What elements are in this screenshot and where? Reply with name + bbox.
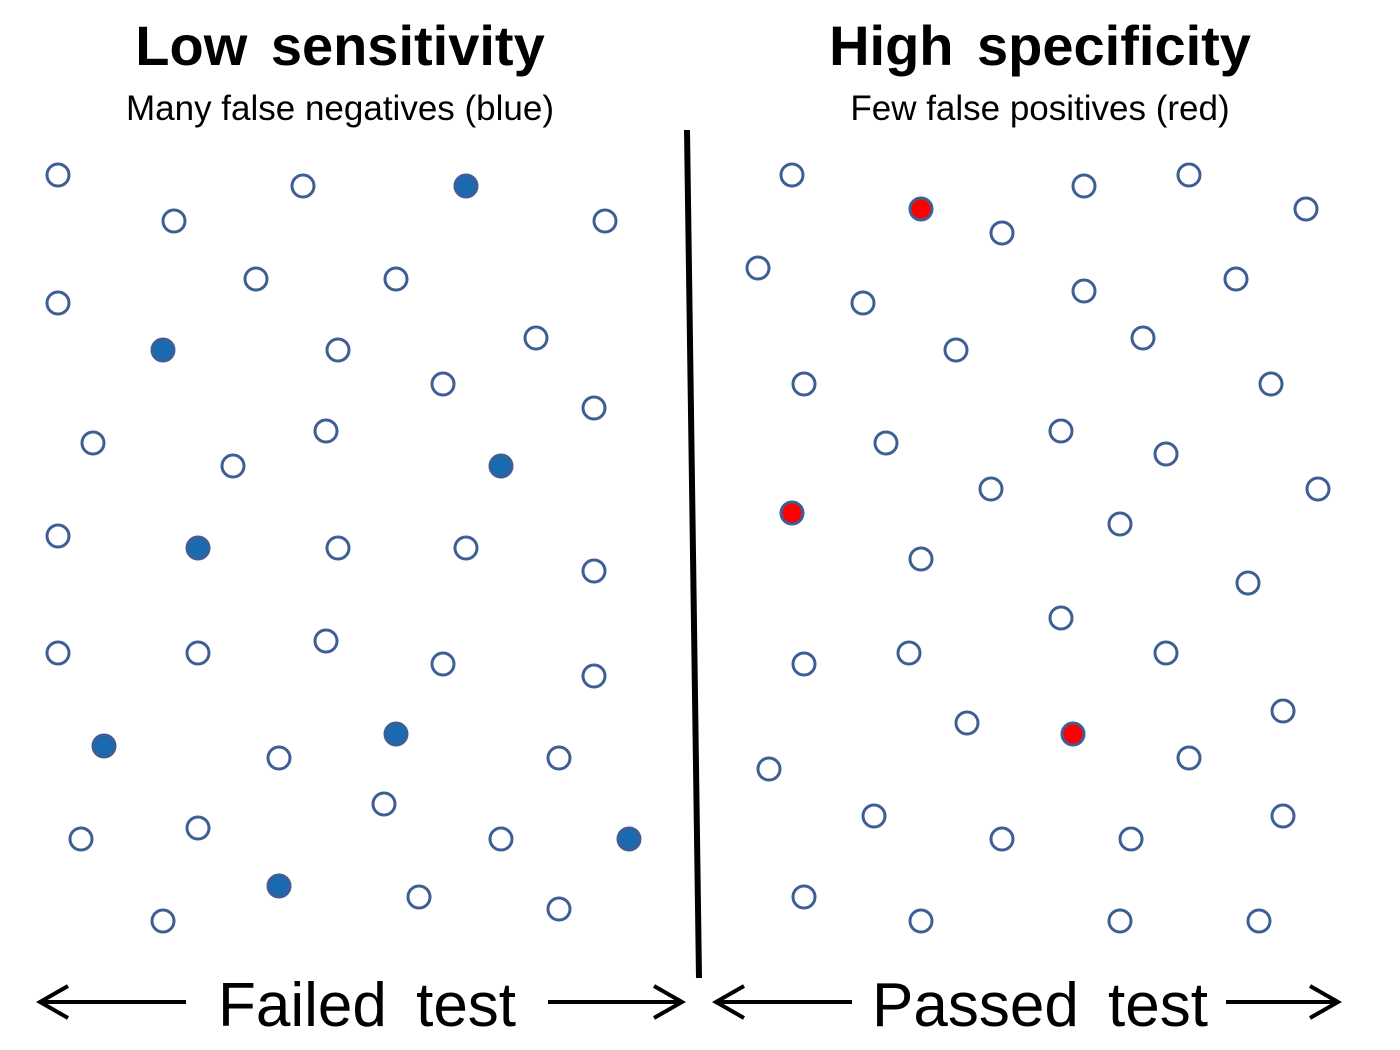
left-hollow-circle xyxy=(546,745,572,771)
left-filled-circle xyxy=(185,535,211,561)
failed-right-arrow xyxy=(548,984,687,1020)
left-hollow-circle xyxy=(546,896,572,922)
failed-left-arrow xyxy=(35,984,186,1020)
right-filled-circle xyxy=(908,196,934,222)
right-hollow-circle xyxy=(1130,325,1156,351)
left-hollow-circle xyxy=(45,523,71,549)
right-hollow-circle xyxy=(745,255,771,281)
left-hollow-circle xyxy=(523,325,549,351)
left-hollow-circle xyxy=(430,371,456,397)
right-hollow-circle xyxy=(1118,826,1144,852)
right-hollow-circle xyxy=(850,290,876,316)
right-hollow-circle xyxy=(1176,745,1202,771)
left-filled-circle xyxy=(488,453,514,479)
right-hollow-circle xyxy=(791,371,817,397)
right-hollow-circle xyxy=(791,884,817,910)
right-hollow-circle xyxy=(1235,570,1261,596)
left-hollow-circle xyxy=(45,290,71,316)
right-hollow-circle xyxy=(1176,162,1202,188)
left-hollow-circle xyxy=(290,173,316,199)
left-hollow-circle xyxy=(185,815,211,841)
right-hollow-circle xyxy=(908,908,934,934)
right-hollow-circle xyxy=(1071,173,1097,199)
passed-right-arrow xyxy=(1226,984,1343,1020)
left-hollow-circle xyxy=(185,640,211,666)
right-filled-circle xyxy=(779,500,805,526)
right-hollow-circle xyxy=(756,756,782,782)
left-hollow-circle xyxy=(581,395,607,421)
right-hollow-circle xyxy=(861,803,887,829)
right-hollow-circle xyxy=(1071,278,1097,304)
left-filled-circle xyxy=(453,173,479,199)
right-hollow-circle xyxy=(1258,371,1284,397)
left-hollow-circle xyxy=(325,535,351,561)
right-hollow-circle xyxy=(1246,908,1272,934)
right-hollow-circle xyxy=(1223,266,1249,292)
right-hollow-circle xyxy=(1270,803,1296,829)
left-panel-title: Low sensitivity xyxy=(135,14,545,77)
left-filled-circle xyxy=(150,337,176,363)
right-hollow-circle xyxy=(1153,441,1179,467)
left-hollow-circle xyxy=(266,745,292,771)
right-hollow-circle xyxy=(1305,476,1331,502)
left-hollow-circle xyxy=(313,628,339,654)
left-hollow-circle xyxy=(406,884,432,910)
divider-line xyxy=(684,129,702,979)
left-hollow-circle xyxy=(592,208,618,234)
right-hollow-circle xyxy=(908,546,934,572)
left-hollow-circle xyxy=(313,418,339,444)
right-hollow-circle xyxy=(1107,511,1133,537)
left-filled-circle xyxy=(616,826,642,852)
passed-test-label: Passed test xyxy=(872,971,1208,1040)
passed-left-arrow xyxy=(711,984,852,1020)
left-filled-circle xyxy=(266,873,292,899)
right-hollow-circle xyxy=(1048,418,1074,444)
right-hollow-circle xyxy=(896,640,922,666)
left-filled-circle xyxy=(383,721,409,747)
left-hollow-circle xyxy=(161,208,187,234)
right-hollow-circle xyxy=(989,220,1015,246)
left-hollow-circle xyxy=(150,908,176,934)
right-filled-circle xyxy=(1060,721,1086,747)
right-hollow-circle xyxy=(1270,698,1296,724)
right-hollow-circle xyxy=(943,337,969,363)
right-hollow-circle xyxy=(1153,640,1179,666)
right-circle-group xyxy=(745,162,1331,934)
left-hollow-circle xyxy=(430,651,456,677)
left-hollow-circle xyxy=(488,826,514,852)
left-hollow-circle xyxy=(383,266,409,292)
right-hollow-circle xyxy=(1107,908,1133,934)
right-hollow-circle xyxy=(873,430,899,456)
left-hollow-circle xyxy=(453,535,479,561)
right-panel-subtitle: Few false positives (red) xyxy=(850,89,1230,128)
left-hollow-circle xyxy=(220,453,246,479)
right-hollow-circle xyxy=(989,826,1015,852)
left-panel-subtitle: Many false negatives (blue) xyxy=(126,89,554,128)
right-hollow-circle xyxy=(1048,605,1074,631)
failed-test-label: Failed test xyxy=(218,971,517,1040)
left-hollow-circle xyxy=(243,266,269,292)
right-hollow-circle xyxy=(978,476,1004,502)
left-hollow-circle xyxy=(45,640,71,666)
left-hollow-circle xyxy=(80,430,106,456)
left-hollow-circle xyxy=(45,162,71,188)
left-hollow-circle xyxy=(325,337,351,363)
right-hollow-circle xyxy=(1293,196,1319,222)
left-hollow-circle xyxy=(68,826,94,852)
left-circle-group xyxy=(45,162,642,934)
left-hollow-circle xyxy=(581,558,607,584)
left-filled-circle xyxy=(91,733,117,759)
right-hollow-circle xyxy=(779,162,805,188)
right-hollow-circle xyxy=(954,710,980,736)
right-hollow-circle xyxy=(791,651,817,677)
left-hollow-circle xyxy=(581,663,607,689)
left-hollow-circle xyxy=(371,791,397,817)
right-panel-title: High specificity xyxy=(829,14,1251,77)
